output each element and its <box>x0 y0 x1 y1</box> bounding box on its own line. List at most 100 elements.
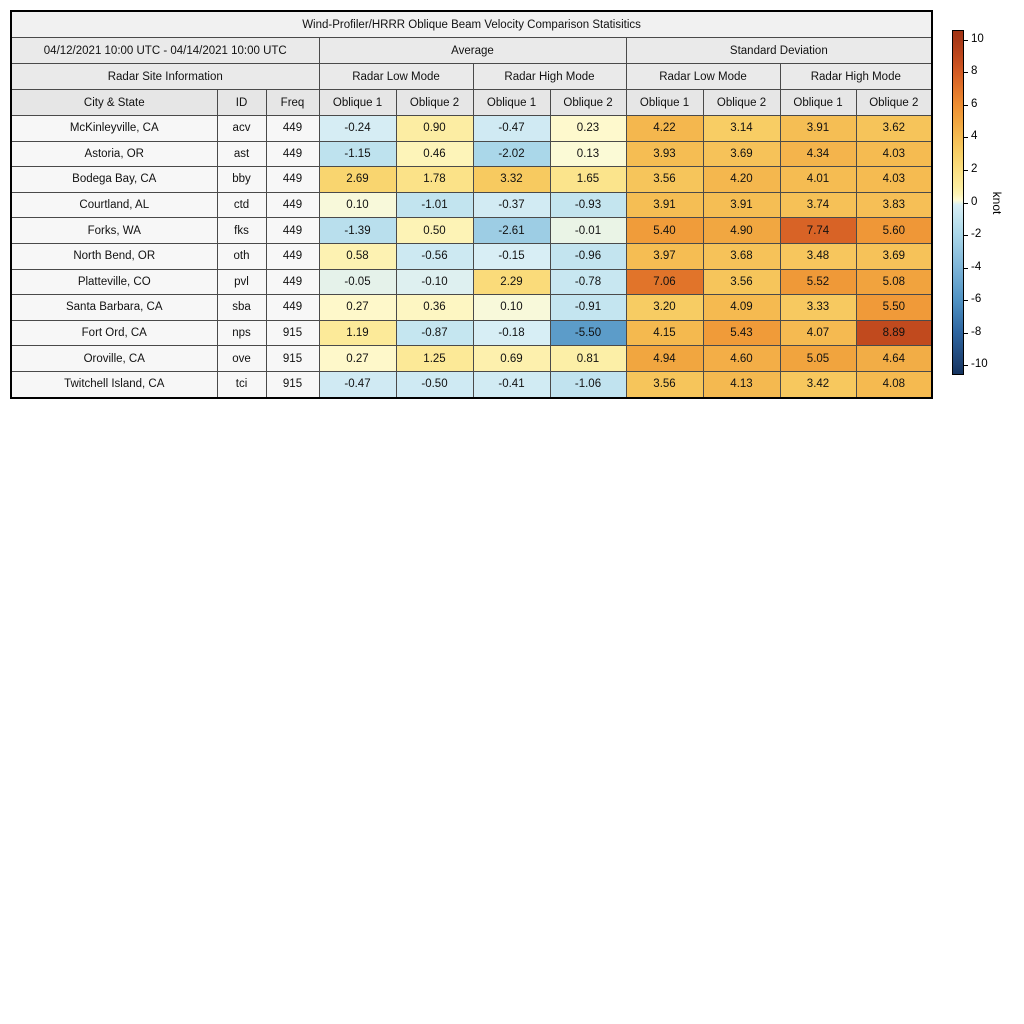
site-id-cell: sba <box>216 294 267 321</box>
oblique-header: Oblique 2 <box>855 89 933 116</box>
value-cell: 4.34 <box>779 140 857 168</box>
site-id-cell: oth <box>216 242 267 270</box>
table-body: McKinleyville, CA acv 449 -0.24 0.90 -0.47 0.2… <box>10 115 933 399</box>
value-cell: -0.47 <box>472 115 551 142</box>
oblique-header: Oblique 2 <box>549 89 627 116</box>
colorbar-tick-label: 4 <box>971 130 978 143</box>
colorbar-unit-label: knot <box>990 191 1004 214</box>
value-cell: 8.89 <box>855 319 933 347</box>
mode-header-row: Radar Site Information Radar Low Mode Ra… <box>10 63 933 90</box>
value-cell: 4.01 <box>779 166 857 193</box>
colorbar-tick-mark <box>964 137 968 139</box>
value-cell: 0.81 <box>549 345 627 372</box>
freq-cell: 915 <box>265 319 320 347</box>
site-info-header: Radar Site Information <box>10 63 320 90</box>
site-id-cell: nps <box>216 319 267 347</box>
colorbar-tick-mark <box>964 332 968 334</box>
city-cell: Santa Barbara, CA <box>10 294 218 321</box>
city-cell: Fort Ord, CA <box>10 319 218 347</box>
value-cell: -0.41 <box>472 370 551 399</box>
city-cell: Courtland, AL <box>10 191 218 219</box>
colorbar-tick-label: 0 <box>971 195 978 208</box>
value-cell: 5.52 <box>779 268 857 296</box>
colorbar-tick-mark <box>964 235 968 236</box>
colorbar-tick-label: -4 <box>971 260 982 273</box>
value-cell: 1.19 <box>318 319 397 347</box>
value-cell: 4.94 <box>625 345 704 372</box>
table-row: North Bend, OR oth 449 0.58 -0.56 -0.15 -0.96 3… <box>10 242 933 270</box>
value-cell: 1.25 <box>395 345 474 372</box>
value-cell: -0.50 <box>395 370 474 399</box>
value-cell: 0.13 <box>549 140 627 168</box>
value-cell: 3.91 <box>779 115 857 142</box>
value-cell: -1.39 <box>318 217 397 244</box>
value-cell: 1.65 <box>549 166 627 193</box>
city-state-header: City & State <box>10 89 218 116</box>
value-cell: 3.48 <box>779 242 857 270</box>
freq-cell: 449 <box>265 140 320 168</box>
value-cell: -0.05 <box>318 268 397 296</box>
value-cell: 4.64 <box>855 345 933 372</box>
group-header-standard-deviation: Standard Deviation <box>625 37 933 64</box>
freq-cell: 915 <box>265 370 320 399</box>
value-cell: 3.91 <box>702 191 781 219</box>
value-cell: 0.69 <box>472 345 551 372</box>
table-row: Oroville, CA ove 915 0.27 1.25 0.69 0.81 4.94 4.… <box>10 345 933 372</box>
freq-cell: 449 <box>265 166 320 193</box>
value-cell: -0.15 <box>472 242 551 270</box>
value-cell: 0.90 <box>395 115 474 142</box>
stats-table: Wind-Profiler/HRRR Oblique Beam Velocity… <box>10 10 934 399</box>
freq-cell: 449 <box>265 217 320 244</box>
value-cell: 7.74 <box>779 217 857 244</box>
colorbar-tick-label: -2 <box>971 228 982 240</box>
colorbar-tick-mark <box>964 170 968 171</box>
colorbar-tick-mark <box>964 267 968 269</box>
colorbar-tick-label: 8 <box>971 65 978 78</box>
column-header-row: City & State ID Freq Oblique 1 Oblique 2… <box>10 89 933 116</box>
site-id-cell: fks <box>216 217 267 244</box>
site-id-cell: bby <box>216 166 267 193</box>
value-cell: -0.78 <box>549 268 627 296</box>
value-cell: 0.50 <box>395 217 474 244</box>
value-cell: 3.74 <box>779 191 857 219</box>
oblique-header: Oblique 1 <box>472 89 551 116</box>
id-header: ID <box>216 89 267 116</box>
value-cell: -1.01 <box>395 191 474 219</box>
value-cell: -0.10 <box>395 268 474 296</box>
colorbar-tick-label: -10 <box>971 358 988 371</box>
value-cell: 3.14 <box>702 115 781 142</box>
value-cell: 0.36 <box>395 294 474 321</box>
std-low-mode-header: Radar Low Mode <box>625 63 781 90</box>
value-cell: 0.10 <box>472 294 551 321</box>
value-cell: 5.60 <box>855 217 933 244</box>
avg-low-mode-header: Radar Low Mode <box>318 63 474 90</box>
value-cell: -0.47 <box>318 370 397 399</box>
group-header-average: Average <box>318 37 627 64</box>
value-cell: 3.97 <box>625 242 704 270</box>
city-cell: Astoria, OR <box>10 140 218 168</box>
value-cell: 5.05 <box>779 345 857 372</box>
value-cell: 3.32 <box>472 166 551 193</box>
value-cell: 4.13 <box>702 370 781 399</box>
value-cell: -0.24 <box>318 115 397 142</box>
avg-high-mode-header: Radar High Mode <box>472 63 627 90</box>
value-cell: -0.01 <box>549 217 627 244</box>
colorbar-tick-label: -6 <box>971 293 982 306</box>
freq-cell: 449 <box>265 294 320 321</box>
oblique-header: Oblique 1 <box>625 89 704 116</box>
table-row: Twitchell Island, CA tci 915 -0.47 -0.50 -0.4… <box>10 370 933 399</box>
value-cell: 4.07 <box>779 319 857 347</box>
value-cell: 3.20 <box>625 294 704 321</box>
value-cell: 3.69 <box>855 242 933 270</box>
freq-cell: 449 <box>265 115 320 142</box>
value-cell: -0.18 <box>472 319 551 347</box>
value-cell: 3.68 <box>702 242 781 270</box>
table-row: Fort Ord, CA nps 915 1.19 -0.87 -0.18 -5.50 4.1… <box>10 319 933 347</box>
colorbar-tick-mark <box>964 72 968 74</box>
value-cell: 0.23 <box>549 115 627 142</box>
table-row: Courtland, AL ctd 449 0.10 -1.01 -0.37 -0.93 3.… <box>10 191 933 219</box>
oblique-header: Oblique 1 <box>779 89 857 116</box>
value-cell: -1.15 <box>318 140 397 168</box>
value-cell: 3.93 <box>625 140 704 168</box>
